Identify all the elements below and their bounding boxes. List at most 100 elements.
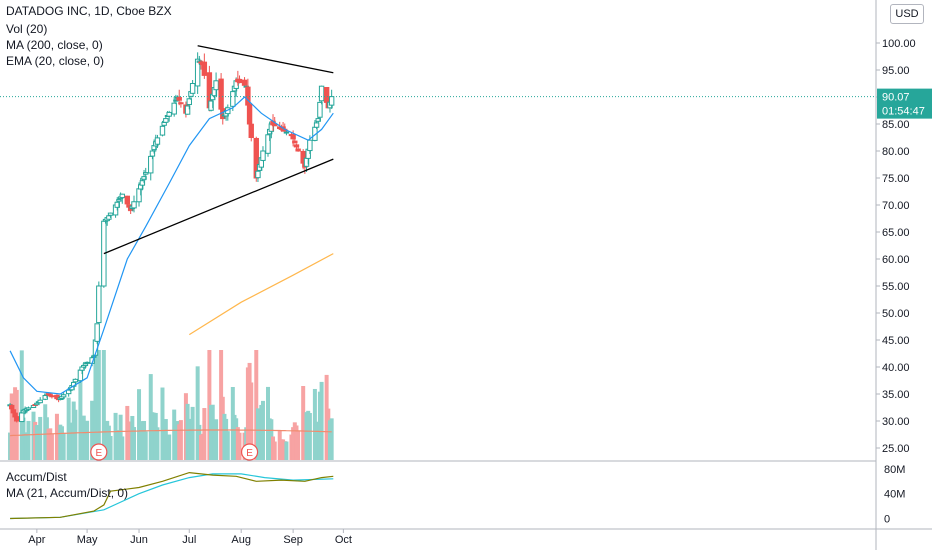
candle-body <box>143 172 149 175</box>
indicator-volume-label[interactable]: Vol (20) <box>6 22 48 36</box>
candle-body <box>84 361 90 364</box>
time-axis-tick-label: Oct <box>335 534 352 546</box>
time-axis-tick-label: Apr <box>28 534 45 546</box>
accum-dist-line <box>10 471 334 520</box>
candle-body <box>163 118 169 123</box>
candle-body <box>114 201 120 208</box>
bar-countdown: 01:54:47 <box>882 106 925 118</box>
volume-bar <box>78 372 83 460</box>
earnings-marker-label: E <box>95 448 102 459</box>
candle-body <box>194 58 201 87</box>
price-axis-tick-label: 100.00 <box>882 38 916 50</box>
candle-body <box>96 285 102 324</box>
candle-body <box>208 100 214 111</box>
volume-bar <box>272 441 277 460</box>
ema-20-line <box>9 96 334 395</box>
candle-body <box>25 407 32 410</box>
ma-200-line <box>188 253 334 336</box>
currency-button[interactable]: USD <box>890 4 924 24</box>
candle-body <box>184 105 191 115</box>
candle-body <box>49 395 55 398</box>
candle-body <box>292 140 298 144</box>
candle-body <box>34 402 40 406</box>
indicator-accum-dist-label[interactable]: Accum/Dist <box>6 470 67 484</box>
candle-body <box>166 111 172 117</box>
volume-bars <box>8 350 334 460</box>
price-axis-tick-label: 80.00 <box>882 146 910 158</box>
volume-bar <box>312 388 317 460</box>
trendline-lower <box>103 158 334 255</box>
candle-body <box>139 180 146 186</box>
candle-body <box>213 80 219 91</box>
candle-body <box>241 79 248 86</box>
volume-bar <box>329 418 334 460</box>
volume-bar <box>249 382 254 460</box>
chart-title: DATADOG INC, 1D, Cboe BZX <box>6 4 172 18</box>
price-axis-tick-label: 25.00 <box>882 443 910 455</box>
candle-body <box>315 118 321 122</box>
candle-body <box>19 412 25 423</box>
time-axis-tick-label: Aug <box>231 534 251 546</box>
volume-bar <box>296 430 301 460</box>
price-axis-tick-label: 30.00 <box>882 416 910 428</box>
volume-bar <box>14 389 19 460</box>
volume-bar <box>101 350 106 460</box>
last-price-badge <box>877 88 932 119</box>
volume-bar <box>66 397 71 460</box>
volume-bar <box>26 420 31 460</box>
volume-ma-line <box>10 429 332 437</box>
volume-bar <box>237 432 242 460</box>
candle-body <box>154 137 161 145</box>
volume-bar <box>73 409 78 460</box>
volume-bar <box>207 350 212 460</box>
earnings-marker-label: E <box>246 448 253 459</box>
time-axis-tick-label: Jun <box>130 534 148 546</box>
volume-bar <box>319 381 324 460</box>
candle-body <box>176 97 182 101</box>
candle-body <box>14 416 20 422</box>
candle-body <box>313 122 320 128</box>
volume-bar <box>190 406 195 460</box>
volume-bar <box>307 412 312 460</box>
volume-bar <box>19 350 24 460</box>
candle-body <box>82 363 89 367</box>
candle-body <box>318 85 325 102</box>
volume-bar <box>61 432 66 460</box>
trendline-upper <box>197 45 334 74</box>
time-axis-tick-label: Jul <box>182 534 196 546</box>
candle-body <box>106 215 112 220</box>
volume-bar <box>96 350 101 460</box>
volume-bar <box>120 436 125 460</box>
candle-body <box>94 323 100 342</box>
candle-body <box>293 144 300 148</box>
candle-body <box>171 102 177 115</box>
candle-body <box>9 404 15 410</box>
candle-body <box>186 98 192 106</box>
price-axis-tick-label: 85.00 <box>882 119 910 131</box>
volume-bar <box>178 420 183 460</box>
volume-bar <box>225 431 230 460</box>
candle-body <box>37 399 43 404</box>
price-axis-tick-label: 45.00 <box>882 335 910 347</box>
time-axis-tick-label: Sep <box>283 534 303 546</box>
candle-body <box>290 134 296 140</box>
candle-body <box>201 61 208 76</box>
candle-body <box>149 150 156 157</box>
price-axis-tick-label: 35.00 <box>882 389 910 401</box>
volume-bar <box>85 420 90 460</box>
price-axis-tick-label: 60.00 <box>882 254 910 266</box>
price-axis-tick-label: 70.00 <box>882 200 910 212</box>
indicator-ema20-label[interactable]: EMA (20, close, 0) <box>6 54 105 68</box>
price-axis-tick-label: 95.00 <box>882 65 910 77</box>
volume-bar <box>202 408 207 460</box>
indicator-accum-dist-ma-label[interactable]: MA (21, Accum/Dist, 0) <box>6 486 129 500</box>
candle-body <box>141 176 147 180</box>
indicator-ma200-label[interactable]: MA (200, close, 0) <box>6 38 103 52</box>
volume-bar <box>167 434 172 460</box>
candle-body <box>159 125 166 136</box>
candle-body <box>307 139 313 152</box>
accum-dist-axis-tick-label: 80M <box>884 464 905 476</box>
price-axis-tick-label: 40.00 <box>882 362 910 374</box>
